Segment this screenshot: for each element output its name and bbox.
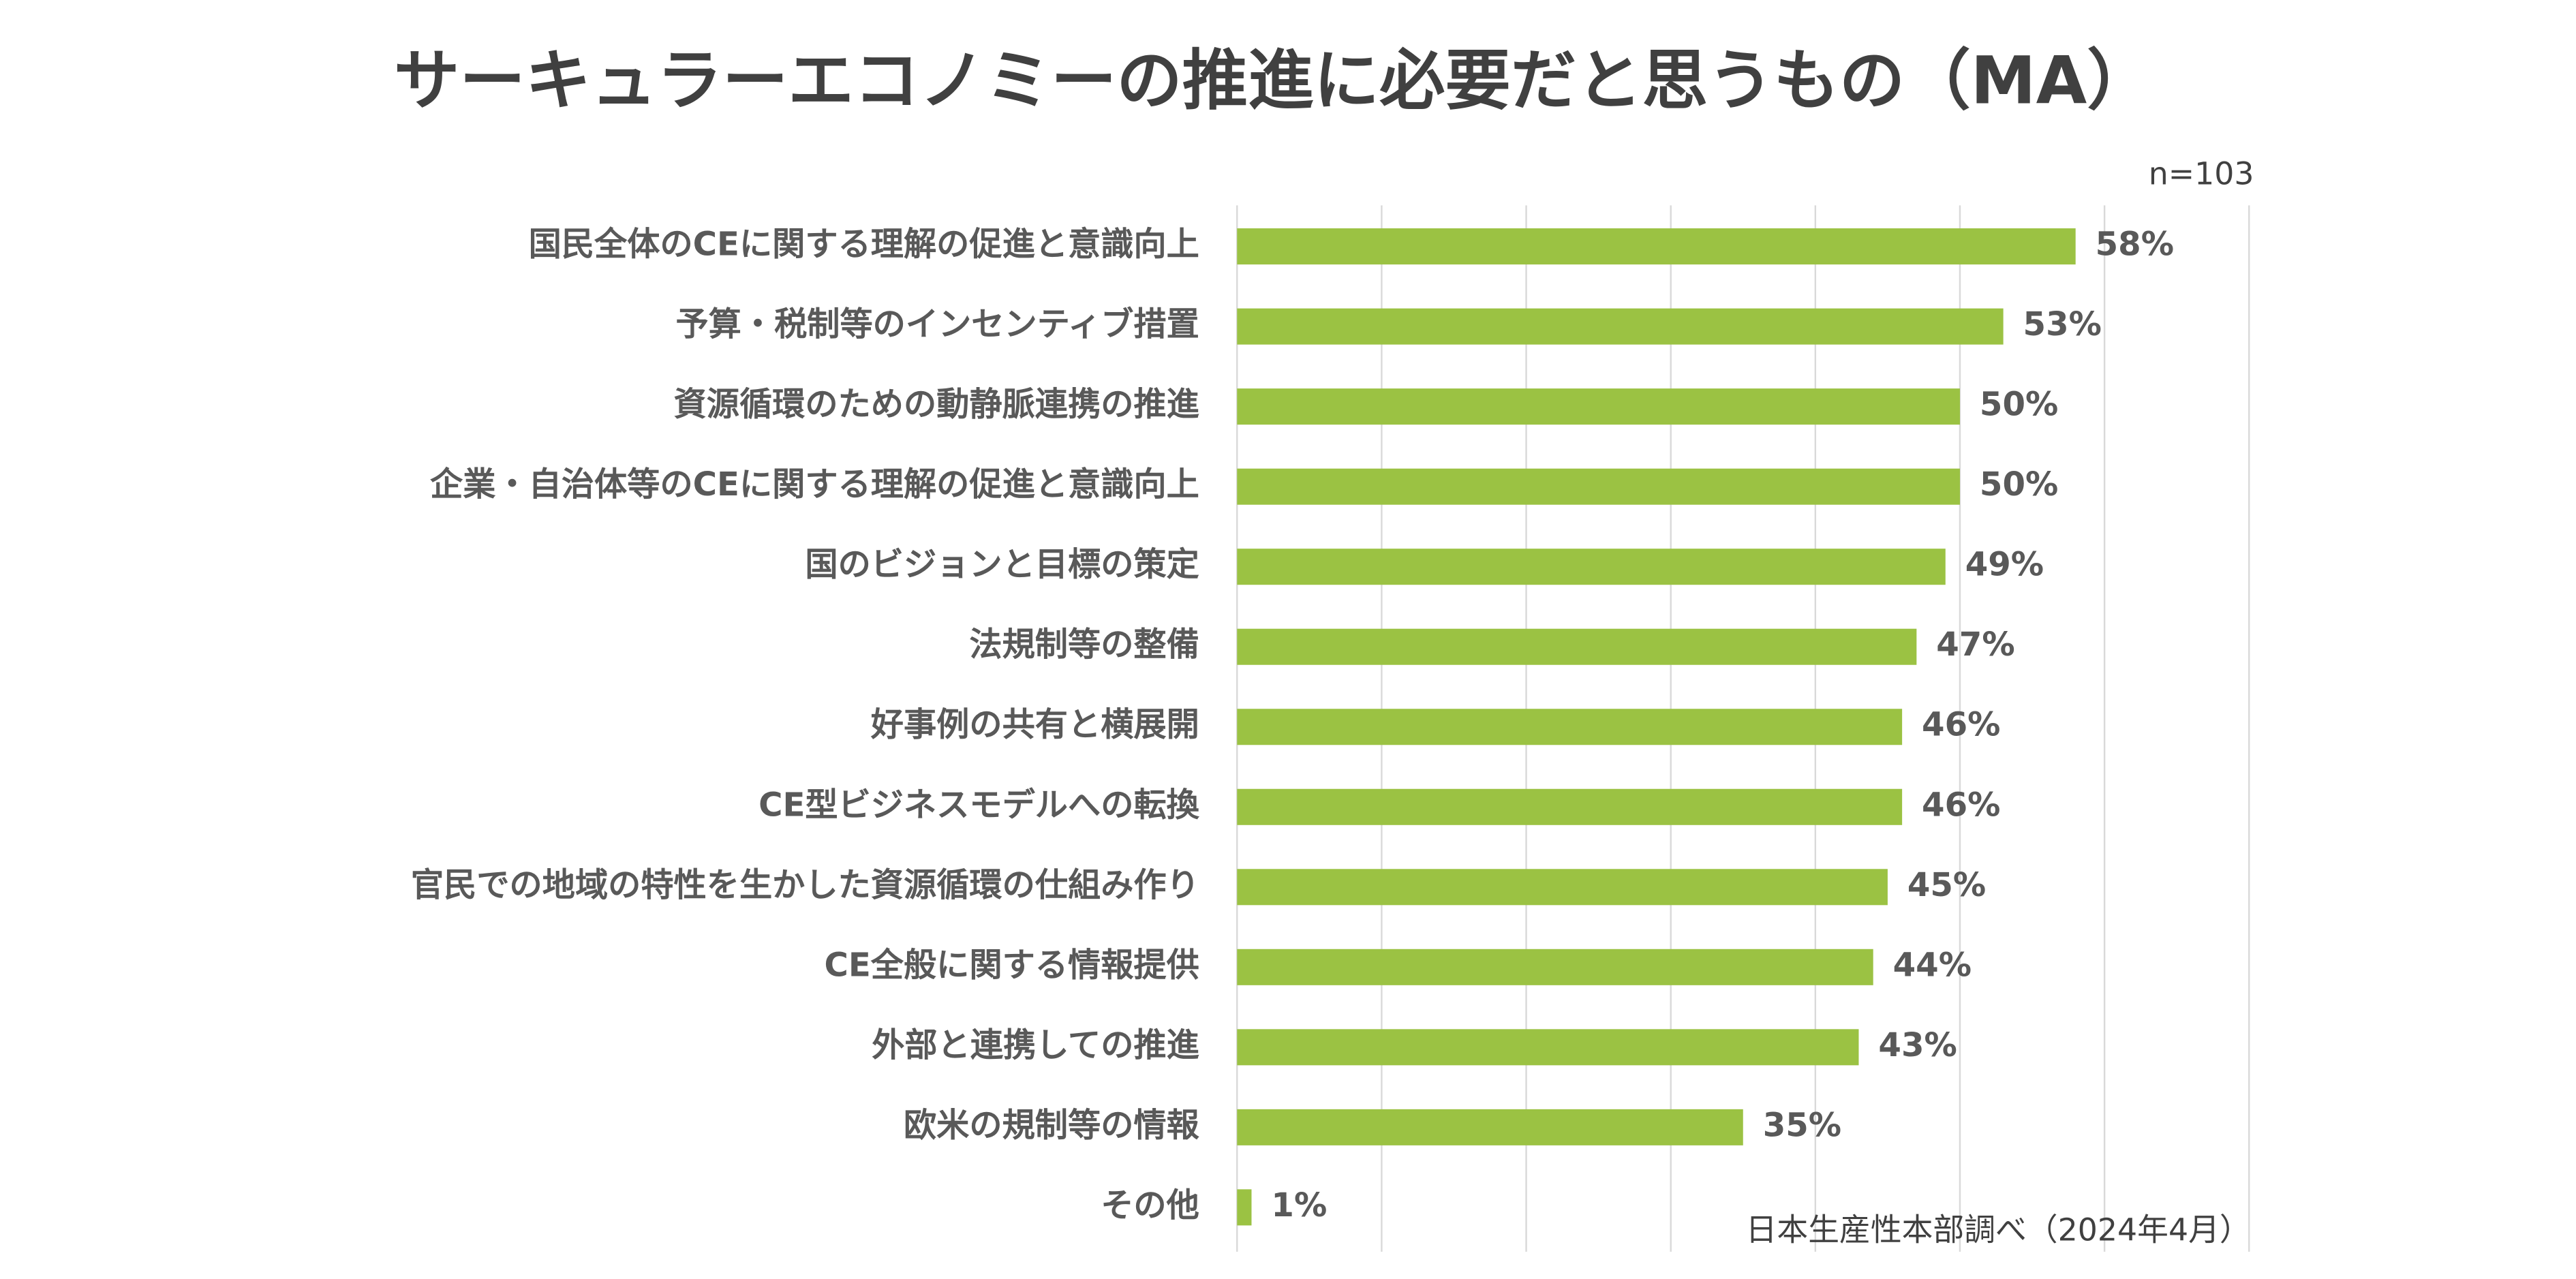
value-label: 49% xyxy=(1965,546,2044,584)
category-label: 好事例の共有と横展開 xyxy=(870,706,1199,744)
category-label: 予算・税制等のインセンティブ措置 xyxy=(675,305,1199,343)
category-label: 資源循環のための動静脈連携の推進 xyxy=(674,386,1199,424)
value-label: 46% xyxy=(1922,786,2000,824)
bar xyxy=(1237,709,1903,745)
bar xyxy=(1237,788,1903,825)
value-label: 46% xyxy=(1922,706,2000,744)
value-label: 50% xyxy=(1980,386,2058,424)
value-label: 58% xyxy=(2096,226,2174,264)
category-label: 企業・自治体等のCEに関する理解の促進と意識向上 xyxy=(430,465,1199,504)
value-label: 50% xyxy=(1980,465,2058,504)
bar xyxy=(1237,949,1873,985)
category-label: 国民全体のCEに関する理解の促進と意識向上 xyxy=(529,226,1199,264)
chart-title: サーキュラーエコノミーの推進に必要だと思うもの（MA） xyxy=(394,43,2153,119)
bar xyxy=(1237,308,2004,345)
category-label: CE全般に関する情報提供 xyxy=(824,946,1199,984)
value-label: 35% xyxy=(1763,1106,1841,1144)
bar xyxy=(1237,1029,1859,1066)
bar xyxy=(1237,1109,1743,1145)
category-label: 法規制等の整備 xyxy=(969,626,1199,664)
bar xyxy=(1237,549,1946,585)
category-label: CE型ビジネスモデルへの転換 xyxy=(758,786,1200,824)
bar xyxy=(1237,228,2076,265)
sample-size: n=103 xyxy=(2149,155,2254,191)
bar xyxy=(1237,388,1960,425)
value-label: 45% xyxy=(1907,866,1986,904)
category-label: 外部と連携しての推進 xyxy=(872,1026,1199,1064)
value-label: 1% xyxy=(1271,1186,1327,1224)
category-label: 欧米の規制等の情報 xyxy=(904,1106,1200,1144)
bar xyxy=(1237,628,1917,665)
source-note: 日本生産性本部調べ（2024年4月） xyxy=(1746,1212,2251,1248)
value-label: 44% xyxy=(1893,946,1972,984)
plot-area: 国民全体のCEに関する理解の促進と意識向上 58% 予算・税制等のインセンティブ措置… xyxy=(411,205,2250,1252)
bar xyxy=(1237,869,1888,906)
value-label: 43% xyxy=(1878,1026,1957,1064)
value-label: 53% xyxy=(2023,305,2102,343)
bar xyxy=(1237,468,1960,505)
category-label: 国のビジョンと目標の策定 xyxy=(805,546,1199,584)
bar xyxy=(1237,1189,1252,1226)
category-label: その他 xyxy=(1101,1186,1199,1224)
category-label: 官民での地域の特性を生かした資源循環の仕組み作り xyxy=(411,866,1199,904)
value-label: 47% xyxy=(1936,626,2014,664)
